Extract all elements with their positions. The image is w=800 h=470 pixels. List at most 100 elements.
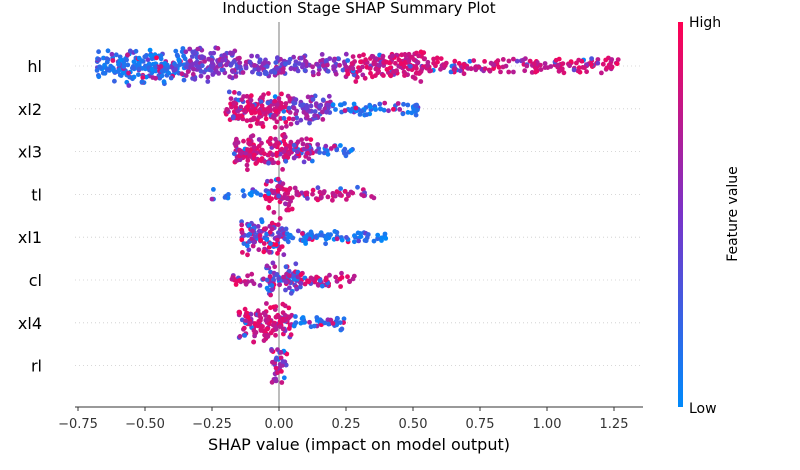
shap-point (198, 69, 204, 74)
shap-point (351, 101, 357, 107)
shap-point (105, 48, 111, 54)
shap-point (308, 137, 314, 143)
shap-point (279, 91, 284, 97)
shap-point (337, 320, 343, 325)
shap-point (259, 103, 265, 109)
shap-point (104, 59, 110, 65)
shap-point (310, 69, 316, 75)
x-tick-label: 1.25 (600, 417, 629, 432)
shap-point (283, 362, 289, 368)
shap-point (431, 56, 436, 62)
shap-point (193, 60, 199, 66)
shap-point (300, 141, 306, 147)
shap-point (500, 64, 506, 70)
shap-point (276, 193, 281, 199)
shap-point (401, 64, 407, 69)
shap-point (118, 57, 123, 63)
feature-labels: hl xl2 xl3 tl xl1 cl xl4 rl (18, 57, 42, 376)
shap-point (418, 49, 424, 55)
shap-point (390, 53, 395, 59)
shap-point (291, 105, 297, 111)
shap-point (274, 272, 280, 277)
shap-point (280, 181, 286, 187)
shap-point (442, 63, 447, 68)
shap-point (310, 187, 316, 193)
shap-point (299, 103, 305, 108)
shap-point (230, 50, 236, 56)
shap-point (266, 191, 271, 196)
shap-point (246, 247, 252, 253)
shap-point (269, 220, 275, 226)
shap-point (393, 60, 398, 66)
shap-point (582, 65, 587, 71)
shap-point (286, 273, 292, 278)
shap-point (315, 185, 321, 191)
shap-point (522, 68, 528, 74)
shap-point (288, 332, 294, 338)
shap-point (319, 318, 324, 324)
shap-point (127, 48, 133, 54)
shap-point (376, 63, 382, 68)
shap-point (244, 93, 250, 99)
shap-point (338, 186, 343, 192)
shap-point (283, 119, 289, 125)
shap-point (136, 66, 142, 72)
shap-point (388, 73, 394, 79)
shap-point (371, 59, 377, 65)
shap-point (324, 148, 330, 154)
shap-point (416, 53, 421, 59)
shap-point (381, 107, 387, 113)
shap-point (190, 76, 196, 81)
shap-point (247, 142, 253, 147)
shap-point (182, 56, 188, 62)
shap-point (294, 120, 300, 126)
shap-point (310, 191, 315, 197)
shap-point (319, 52, 325, 57)
shap-point (241, 325, 247, 331)
shap-point (199, 54, 205, 59)
shap-point (270, 113, 276, 119)
shap-point (400, 111, 406, 117)
shap-point (273, 108, 279, 114)
shap-point (265, 332, 271, 338)
shap-point (158, 64, 164, 69)
shap-point (258, 238, 263, 243)
shap-point (589, 62, 594, 68)
shap-point (145, 57, 151, 63)
x-tick-label: −0.25 (192, 417, 232, 432)
shap-point (273, 365, 279, 371)
shap-point (268, 136, 273, 141)
shap-point (350, 190, 356, 196)
shap-point (256, 137, 262, 142)
shap-point (343, 64, 349, 70)
shap-point (242, 333, 248, 338)
shap-point (373, 56, 379, 61)
shap-point (190, 49, 196, 55)
shap-point (264, 263, 270, 269)
shap-point (304, 105, 310, 111)
shap-point (333, 71, 339, 77)
shap-point (241, 138, 246, 144)
shap-point (333, 107, 338, 112)
shap-point (247, 191, 253, 197)
feature-label-cl: cl (29, 271, 42, 290)
shap-point (271, 210, 277, 215)
shap-point (102, 62, 107, 68)
shap-point (415, 107, 420, 113)
shap-point (339, 326, 345, 332)
shap-point (283, 201, 288, 207)
shap-point (457, 68, 463, 74)
shap-point (298, 55, 304, 61)
shap-point (342, 150, 347, 156)
shap-point (317, 104, 323, 109)
shap-point (300, 231, 305, 236)
shap-point (269, 226, 275, 232)
shap-point (113, 52, 119, 58)
shap-point (105, 67, 110, 73)
shap-point (326, 321, 332, 327)
shap-point (398, 61, 404, 67)
shap-point (267, 249, 272, 255)
shap-point (240, 70, 246, 75)
shap-point (395, 101, 401, 106)
shap-point (298, 117, 304, 123)
